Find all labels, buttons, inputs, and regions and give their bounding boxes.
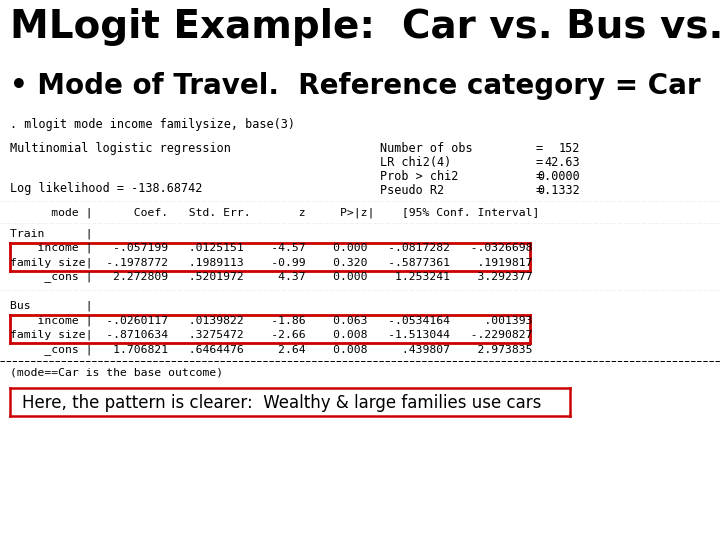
Text: Here, the pattern is clearer:  Wealthy & large families use cars: Here, the pattern is clearer: Wealthy & … <box>22 394 541 411</box>
Text: LR chi2(4): LR chi2(4) <box>380 156 451 169</box>
Text: . mlogit mode income familysize, base(3): . mlogit mode income familysize, base(3) <box>10 118 295 131</box>
Text: Prob > chi2: Prob > chi2 <box>380 170 459 183</box>
Text: mode |      Coef.   Std. Err.       z     P>|z|    [95% Conf. Interval]: mode | Coef. Std. Err. z P>|z| [95% Conf… <box>10 208 539 219</box>
Text: • Mode of Travel.  Reference category = Car: • Mode of Travel. Reference category = C… <box>10 72 701 100</box>
Text: 42.63: 42.63 <box>544 156 580 169</box>
Text: Log likelihood = -138.68742: Log likelihood = -138.68742 <box>10 182 202 195</box>
Text: =: = <box>535 142 542 155</box>
Text: Number of obs: Number of obs <box>380 142 472 155</box>
Text: family size|  -.8710634   .3275472    -2.66    0.008   -1.513044   -.2290827: family size| -.8710634 .3275472 -2.66 0.… <box>10 329 533 340</box>
Text: Bus        |: Bus | <box>10 300 92 311</box>
Text: 152: 152 <box>559 142 580 155</box>
Text: income |   -.057199   .0125151    -4.57    0.000   -.0817282   -.0326698: income | -.057199 .0125151 -4.57 0.000 -… <box>10 242 533 253</box>
Text: family size|  -.1978772   .1989113    -0.99    0.320   -.5877361    .1919817: family size| -.1978772 .1989113 -0.99 0.… <box>10 257 533 267</box>
Text: =: = <box>535 184 542 197</box>
Text: income |  -.0260117   .0139822    -1.86    0.063   -.0534164     .001393: income | -.0260117 .0139822 -1.86 0.063 … <box>10 315 533 326</box>
Text: Pseudo R2: Pseudo R2 <box>380 184 444 197</box>
Text: =: = <box>535 170 542 183</box>
Text: =: = <box>535 156 542 169</box>
Text: (mode==Car is the base outcome): (mode==Car is the base outcome) <box>10 368 223 377</box>
Text: _cons |   2.272809   .5201972     4.37    0.000    1.253241    3.292377: _cons | 2.272809 .5201972 4.37 0.000 1.2… <box>10 272 533 282</box>
Text: 0.0000: 0.0000 <box>537 170 580 183</box>
Text: Multinomial logistic regression: Multinomial logistic regression <box>10 142 231 155</box>
Text: 0.1332: 0.1332 <box>537 184 580 197</box>
Text: Train      |: Train | <box>10 228 92 239</box>
Text: _cons |   1.706821   .6464476     2.64    0.008     .439807    2.973835: _cons | 1.706821 .6464476 2.64 0.008 .43… <box>10 344 533 355</box>
Text: MLogit Example:  Car vs. Bus vs. Train: MLogit Example: Car vs. Bus vs. Train <box>10 8 720 46</box>
